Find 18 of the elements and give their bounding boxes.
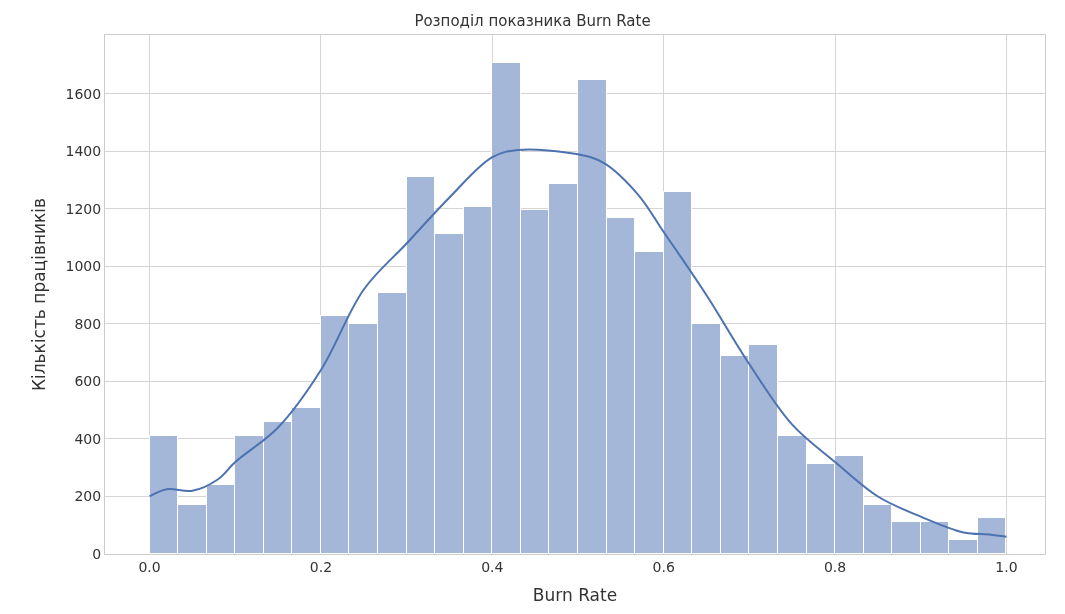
y-tick-label: 400 <box>74 430 102 447</box>
y-tick-label: 1000 <box>65 258 102 275</box>
y-tick-label: 600 <box>74 373 102 390</box>
y-tick-label: 1400 <box>65 143 102 160</box>
y-tick-label: 1200 <box>65 200 102 217</box>
y-tick-label: 800 <box>74 315 102 332</box>
x-axis-title: Burn Rate <box>532 585 618 606</box>
x-tick-label: 0.6 <box>652 558 675 575</box>
x-tick-label: 0.0 <box>138 558 161 575</box>
x-tick-label: 0.8 <box>823 558 847 575</box>
x-tick-label: 1.0 <box>995 558 1018 575</box>
y-axis-title: Кількість працівників <box>29 197 50 392</box>
x-tick-label: 0.4 <box>481 558 504 575</box>
y-tick-label: 1600 <box>65 85 102 102</box>
x-tick-label: 0.2 <box>309 558 333 575</box>
y-tick-label: 200 <box>74 488 102 505</box>
y-tick-label: 0 <box>92 545 102 562</box>
chart-title: Розподіл показника Burn Rate <box>414 11 651 30</box>
